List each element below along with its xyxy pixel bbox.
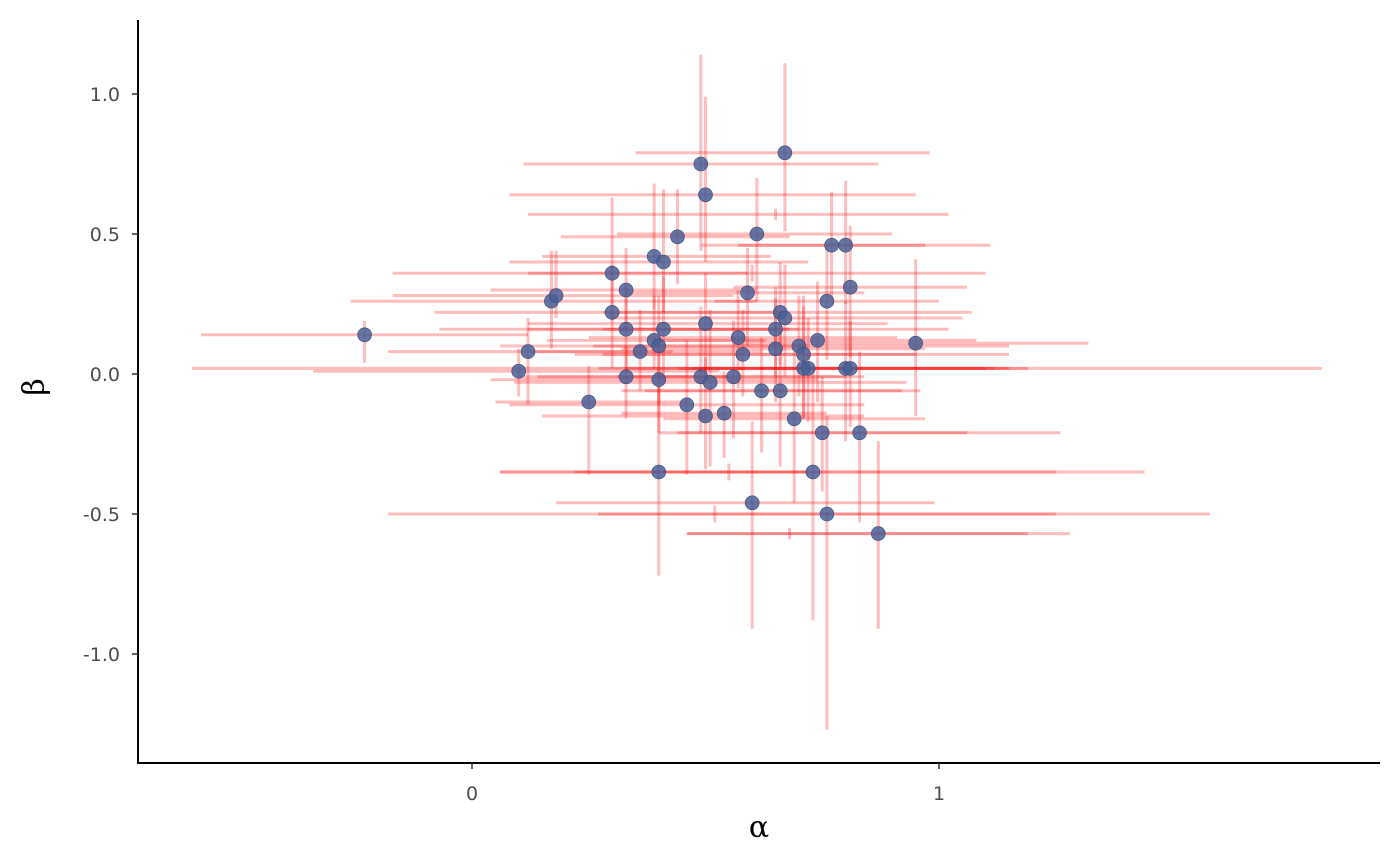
y-tick-label: -0.5: [83, 504, 120, 526]
data-point: [819, 506, 835, 522]
y-tick-label: 0.0: [90, 364, 120, 386]
data-point: [838, 237, 853, 253]
data-point: [651, 338, 667, 354]
data-point: [805, 464, 821, 480]
data-points: [357, 145, 923, 541]
y-tick-label: -1.0: [83, 644, 120, 666]
data-point: [618, 321, 634, 337]
data-point: [777, 310, 793, 326]
y-axis-title: β: [17, 378, 52, 395]
x-tick-label: 1: [933, 783, 945, 805]
data-point: [698, 187, 713, 203]
data-point: [819, 293, 835, 309]
data-point: [768, 341, 783, 357]
data-point: [679, 397, 695, 413]
data-point: [670, 229, 685, 245]
data-point: [357, 327, 372, 343]
data-point: [548, 288, 564, 303]
data-point: [768, 321, 783, 337]
data-point: [656, 321, 671, 337]
data-point: [632, 344, 648, 359]
data-point: [693, 156, 709, 172]
data-point: [618, 369, 634, 385]
data-point: [656, 254, 671, 270]
data-point: [749, 226, 765, 242]
data-point: [604, 265, 620, 281]
data-point: [852, 425, 867, 441]
data-point: [730, 330, 746, 345]
data-point: [698, 408, 713, 424]
data-point: [581, 394, 597, 410]
data-point: [735, 347, 751, 362]
data-point: [740, 285, 755, 301]
data-point: [810, 333, 825, 348]
data-point: [651, 464, 667, 480]
x-tick-label: 0: [466, 783, 478, 805]
data-point: [716, 405, 732, 421]
y-tick-label: 1.0: [90, 84, 120, 106]
data-point: [814, 425, 830, 441]
x-axis-title: α: [749, 810, 769, 845]
data-point: [824, 237, 839, 253]
data-point: [842, 279, 858, 295]
data-point: [842, 361, 858, 376]
data-point: [786, 411, 802, 427]
y-axis-ticks: 1.0 0.5 0.0 -0.5 -1.0: [83, 84, 138, 666]
data-point: [511, 363, 527, 379]
data-point: [772, 383, 788, 399]
data-point: [702, 375, 718, 390]
y-tick-label: 0.5: [90, 224, 120, 246]
data-point: [698, 316, 713, 331]
data-point: [520, 344, 536, 359]
data-point: [870, 526, 886, 541]
data-point: [754, 383, 769, 399]
data-point: [618, 282, 634, 298]
data-point: [908, 335, 923, 351]
data-point: [604, 305, 620, 320]
data-point: [744, 495, 760, 511]
data-point: [726, 369, 741, 385]
data-point: [796, 347, 811, 362]
data-point: [777, 145, 793, 161]
data-point: [651, 372, 667, 387]
data-point: [800, 361, 816, 376]
